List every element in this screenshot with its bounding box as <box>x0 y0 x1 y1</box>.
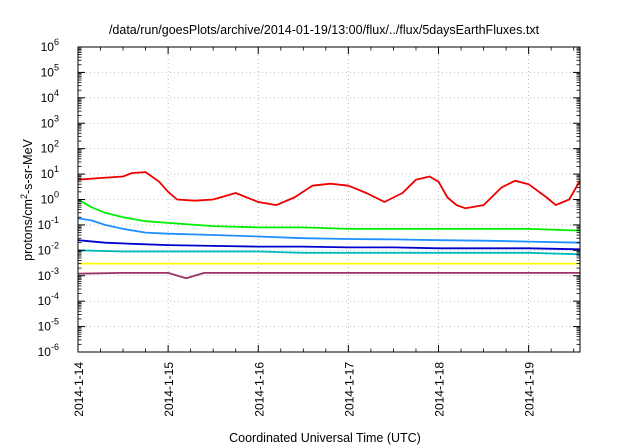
series-line-blue <box>77 239 581 251</box>
x-tick-label: 2014-1-16 <box>252 362 266 417</box>
x-tick-label: 2014-1-18 <box>433 362 447 417</box>
x-axis-title: Coordinated Universal Time (UTC) <box>229 431 421 445</box>
chart-title: /data/run/goesPlots/archive/2014-01-19/1… <box>109 23 540 37</box>
series-line-purple <box>77 271 580 280</box>
x-tick-label: 2014-1-14 <box>72 362 86 417</box>
x-tick-label: 2014-1-15 <box>162 362 176 417</box>
series-line-light-blue <box>77 217 581 244</box>
x-tick-label: 2014-1-17 <box>342 362 356 417</box>
series-line-cyan <box>77 249 581 256</box>
axis-ticks <box>77 46 580 353</box>
y-axis-title: protons/cm2-s-sr-MeV <box>19 138 35 260</box>
x-tick-label: 2014-1-19 <box>523 362 537 417</box>
series-line-red <box>77 171 581 210</box>
series-line-green <box>77 198 581 232</box>
grid-lines <box>78 47 580 352</box>
data-series <box>77 171 581 280</box>
